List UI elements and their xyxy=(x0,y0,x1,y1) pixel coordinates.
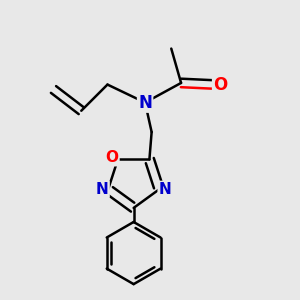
Text: O: O xyxy=(106,150,118,165)
Text: N: N xyxy=(138,94,152,112)
Text: O: O xyxy=(213,76,227,94)
Text: N: N xyxy=(96,182,109,197)
Text: N: N xyxy=(159,182,171,197)
